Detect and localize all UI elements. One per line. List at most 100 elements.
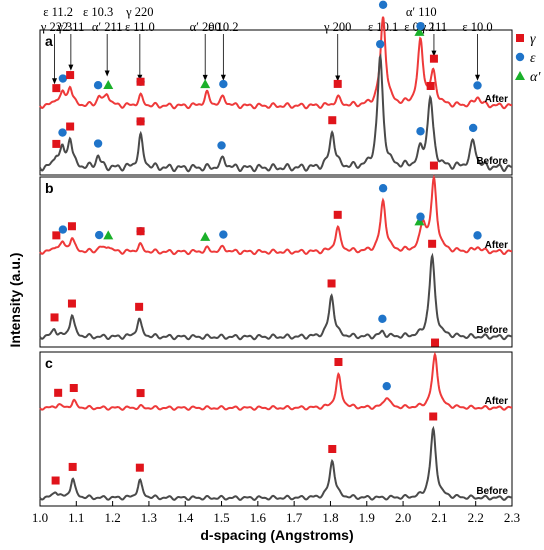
panel-frame (39, 351, 513, 507)
alpha-marker (200, 79, 211, 89)
gamma-marker (136, 389, 145, 398)
curve-before (39, 52, 512, 173)
alpha-marker (515, 71, 525, 80)
curve-before (39, 425, 512, 501)
panel-letter: c (45, 355, 53, 371)
epsilon-marker (58, 74, 68, 83)
legend-label: α′ (530, 70, 541, 85)
epsilon-marker (416, 21, 425, 31)
panel-letter: a (45, 33, 53, 49)
peak-annotation: ε 11.0 (125, 20, 155, 34)
x-tick-label: 1.4 (177, 510, 194, 525)
gamma-marker (428, 239, 437, 248)
gamma-marker (429, 412, 438, 421)
peak-annotation: ε 10.2 (208, 20, 238, 34)
alpha-marker (103, 230, 114, 240)
epsilon-marker (378, 314, 387, 324)
gamma-marker (327, 279, 336, 288)
legend: γε α′ (515, 32, 541, 85)
curve-after (39, 351, 512, 411)
peak-annotation: ε 11.2 (43, 5, 73, 19)
x-tick-label: 1.8 (322, 510, 338, 525)
curve-label-after: After (485, 240, 508, 251)
x-axis: 1.0 1.1 1.2 1.3 1.4 1.5 1.6 1.7 1.8 1.9 2.0 2.1 2.2 2… (32, 501, 520, 525)
annotation-arrowhead (475, 74, 481, 81)
alpha-marker (414, 26, 425, 36)
x-tick-label: 2.2 (468, 510, 484, 525)
curve-before (39, 252, 512, 341)
curve-after (39, 16, 512, 110)
peak-annotation: ε 10.0 (462, 20, 492, 34)
epsilon-marker (58, 128, 67, 137)
panel-letter: b (45, 180, 54, 196)
panel-b: b After Before (39, 161, 513, 348)
annotation-arrowhead (52, 78, 58, 85)
epsilon-marker (378, 184, 388, 193)
chart-panels: a After Before b After Before c After Before (39, 0, 513, 507)
epsilon-marker (58, 225, 68, 234)
y-axis-label: Intensity (a.u.) (7, 253, 23, 348)
x-tick-label: 1.3 (141, 510, 157, 525)
x-tick-label: 2.0 (395, 510, 411, 525)
gamma-marker (328, 444, 337, 453)
gamma-marker (66, 71, 75, 80)
annotation-arrowhead (431, 50, 437, 57)
peak-annotation: ε 10.3 (83, 5, 113, 19)
annotation-arrowhead (335, 75, 341, 82)
epsilon-marker (376, 39, 385, 49)
x-tick-label: 1.1 (68, 510, 84, 525)
gamma-marker (52, 84, 61, 93)
gamma-marker (334, 357, 343, 366)
curve-label-before: Before (476, 325, 508, 336)
epsilon-marker (217, 141, 226, 150)
epsilon-marker (93, 139, 103, 148)
annotation-arrowhead (104, 70, 110, 77)
curve-label-after: After (485, 396, 508, 407)
gamma-marker (135, 463, 144, 472)
gamma-marker (51, 476, 60, 485)
gamma-marker (136, 227, 145, 236)
gamma-marker (136, 77, 145, 86)
gamma-marker (516, 34, 524, 42)
curve-label-before: Before (476, 156, 508, 167)
peak-annotation: α′ 110 (406, 5, 437, 19)
gamma-marker (328, 116, 337, 125)
gamma-marker (52, 231, 61, 240)
epsilon-marker (473, 81, 482, 90)
panel-frame (39, 176, 513, 348)
x-tick-label: 2.3 (504, 510, 520, 525)
epsilon-marker (382, 381, 391, 391)
peak-annotation: α′ 211 (92, 20, 123, 34)
gamma-marker (50, 313, 59, 322)
curve-label-before: Before (476, 486, 508, 497)
epsilon-marker (378, 0, 388, 9)
curve-after (39, 174, 512, 256)
epsilon-marker (416, 127, 425, 136)
gamma-marker (333, 210, 342, 219)
x-tick-label: 1.6 (250, 510, 267, 525)
alpha-marker (200, 231, 211, 241)
peak-annotation: γ 200 (323, 20, 351, 34)
epsilon-marker (468, 123, 478, 133)
panel-c: c After Before (39, 338, 513, 507)
panel-a: a After Before (39, 0, 513, 176)
gamma-marker (431, 338, 440, 347)
peak-annotation: γ 220 (125, 5, 153, 19)
annotation-arrowhead (202, 74, 208, 81)
x-tick-label: 1.9 (359, 510, 375, 525)
gamma-marker (54, 388, 63, 397)
gamma-marker (52, 139, 61, 148)
x-tick-label: 1.5 (213, 510, 229, 525)
annotation-arrowhead (220, 74, 226, 81)
x-tick-label: 2.1 (431, 510, 447, 525)
peak-annotation: γ 311 (56, 20, 84, 34)
gamma-marker (135, 302, 144, 311)
x-axis-label: d-spacing (Angstroms) (200, 527, 353, 543)
epsilon-marker (93, 81, 103, 90)
epsilon-marker (219, 230, 228, 239)
epsilon-marker (473, 231, 482, 240)
curve-label-after: After (485, 94, 508, 105)
legend-label: ε (530, 51, 536, 66)
gamma-marker (66, 122, 75, 131)
